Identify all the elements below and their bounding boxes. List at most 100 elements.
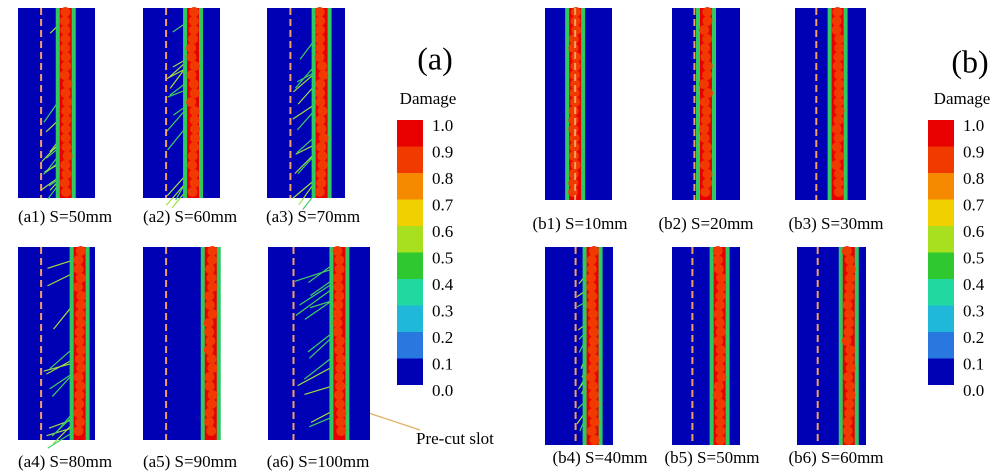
damage-blob bbox=[62, 97, 73, 107]
colorbar-band bbox=[928, 252, 954, 279]
damage-blob bbox=[206, 399, 217, 409]
colorbar-band bbox=[397, 120, 423, 147]
damage-blob bbox=[842, 372, 853, 382]
damage-blob bbox=[188, 34, 199, 44]
damage-blob bbox=[334, 255, 345, 265]
damage-blob bbox=[587, 318, 598, 328]
damage-blob bbox=[714, 300, 725, 310]
damage-blob bbox=[187, 187, 198, 197]
colorbar-band bbox=[397, 173, 423, 200]
damage-blob bbox=[843, 435, 854, 445]
damage-blob bbox=[715, 435, 726, 445]
damage-blob bbox=[186, 52, 197, 62]
damage-blob bbox=[188, 79, 199, 89]
colorbar-band bbox=[397, 199, 423, 226]
simulation-image bbox=[18, 246, 95, 449]
colorbar-tick: 1.0 bbox=[432, 116, 453, 135]
colorbar-tick: 0.8 bbox=[432, 169, 453, 188]
caption: (b5) S=50mm bbox=[664, 448, 759, 467]
damage-blob bbox=[844, 309, 855, 319]
damage-blob bbox=[845, 345, 856, 355]
damage-blob bbox=[206, 354, 217, 364]
caption: (a6) S=100mm bbox=[267, 452, 370, 471]
simulation-image bbox=[797, 246, 866, 445]
damage-blob bbox=[833, 97, 844, 107]
damage-blob bbox=[834, 43, 845, 53]
damage-blob bbox=[587, 408, 598, 418]
damage-blob bbox=[699, 97, 710, 107]
caption: (a1) S=50mm bbox=[18, 207, 112, 226]
caption: (b3) S=30mm bbox=[788, 214, 883, 233]
damage-blob bbox=[76, 291, 87, 301]
damage-blob bbox=[315, 97, 326, 107]
damage-blob bbox=[207, 246, 218, 256]
damage-blob bbox=[589, 417, 600, 427]
damage-blob bbox=[700, 43, 711, 53]
damage-blob bbox=[845, 390, 856, 400]
colorbar-band bbox=[928, 358, 954, 385]
damage-blob bbox=[589, 354, 600, 364]
colorbar-band bbox=[397, 226, 423, 253]
damage-blob bbox=[188, 25, 199, 35]
colorbar-band bbox=[397, 252, 423, 279]
damage-blob bbox=[189, 133, 200, 143]
damage-blob bbox=[586, 300, 597, 310]
damage-blob bbox=[60, 133, 71, 143]
damage-blob bbox=[834, 106, 845, 116]
colorbar-band bbox=[397, 332, 423, 359]
colorbar-band bbox=[397, 305, 423, 332]
damage-blob bbox=[589, 435, 600, 445]
colorbar-tick: 0.0 bbox=[432, 381, 453, 400]
damage-blob bbox=[335, 363, 346, 373]
damage-blob bbox=[207, 309, 218, 319]
damage-blob bbox=[715, 399, 726, 409]
damage-blob bbox=[844, 399, 855, 409]
simulation-image bbox=[795, 7, 866, 200]
damage-blob bbox=[699, 25, 710, 35]
damage-blob bbox=[318, 133, 329, 143]
damage-blob bbox=[831, 142, 842, 152]
damage-blob bbox=[844, 381, 855, 391]
damage-blob bbox=[189, 7, 200, 17]
damage-blob bbox=[73, 408, 84, 418]
damage-blob bbox=[833, 178, 844, 188]
damage-blob bbox=[832, 61, 843, 71]
damage-blob bbox=[204, 327, 215, 337]
damage-blob bbox=[334, 345, 345, 355]
damage-blob bbox=[75, 318, 86, 328]
colorbar-band bbox=[928, 173, 954, 200]
damage-blob bbox=[568, 115, 579, 125]
damage-blob bbox=[60, 7, 71, 17]
damage-blob bbox=[702, 70, 713, 80]
simulation-image bbox=[672, 7, 740, 200]
damage-blob bbox=[833, 169, 844, 179]
damage-blob bbox=[332, 273, 343, 283]
colorbar-tick: 0.7 bbox=[963, 195, 985, 214]
damage-blob bbox=[715, 291, 726, 301]
damage-blob bbox=[59, 178, 70, 188]
damage-blob bbox=[333, 300, 344, 310]
damage-blob bbox=[587, 345, 598, 355]
caption: (b4) S=40mm bbox=[552, 448, 647, 467]
damage-blob bbox=[188, 169, 199, 179]
damage-blob bbox=[713, 336, 724, 346]
damage-blob bbox=[841, 246, 852, 256]
damage-blob bbox=[713, 255, 724, 265]
damage-blob bbox=[332, 327, 343, 337]
colorbar-band bbox=[928, 226, 954, 253]
damage-blob bbox=[189, 106, 200, 116]
damage-blob bbox=[335, 417, 346, 427]
colorbar-tick: 1.0 bbox=[963, 116, 984, 135]
damage-blob bbox=[205, 336, 216, 346]
damage-blob bbox=[702, 88, 713, 98]
colorbar-tick: 0.2 bbox=[963, 328, 984, 347]
annotation: Pre-cut slot bbox=[416, 429, 494, 448]
damage-blob bbox=[73, 426, 84, 436]
damage-blob bbox=[588, 309, 599, 319]
damage-blob bbox=[187, 160, 198, 170]
damage-blob bbox=[74, 390, 85, 400]
damage-blob bbox=[586, 273, 597, 283]
damage-blob bbox=[315, 88, 326, 98]
damage-blob bbox=[831, 124, 842, 134]
damage-blob bbox=[716, 282, 727, 292]
